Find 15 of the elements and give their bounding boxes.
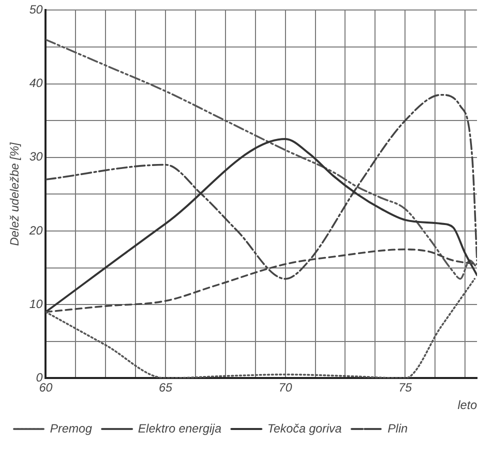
y-tick-label: 10	[29, 296, 44, 311]
x-axis-title: leto	[458, 398, 478, 412]
y-tick-label: 40	[29, 76, 44, 90]
y-tick-label: 50	[29, 2, 44, 17]
x-tick-label: 70	[278, 380, 292, 395]
legend-label: Premog	[50, 421, 92, 436]
y-tick-label: 20	[28, 223, 44, 238]
y-axis-title: Delež udeležbe [%]	[8, 142, 22, 246]
legend-label: Tekoča goriva	[267, 421, 342, 436]
legend-label: Plin	[388, 421, 408, 436]
x-tick-label: 75	[398, 380, 412, 395]
legend-label: Elektro energija	[138, 421, 222, 436]
y-tick-label: 30	[29, 150, 44, 164]
x-tick-label: 65	[158, 380, 173, 395]
x-tick-label: 60	[39, 380, 53, 395]
